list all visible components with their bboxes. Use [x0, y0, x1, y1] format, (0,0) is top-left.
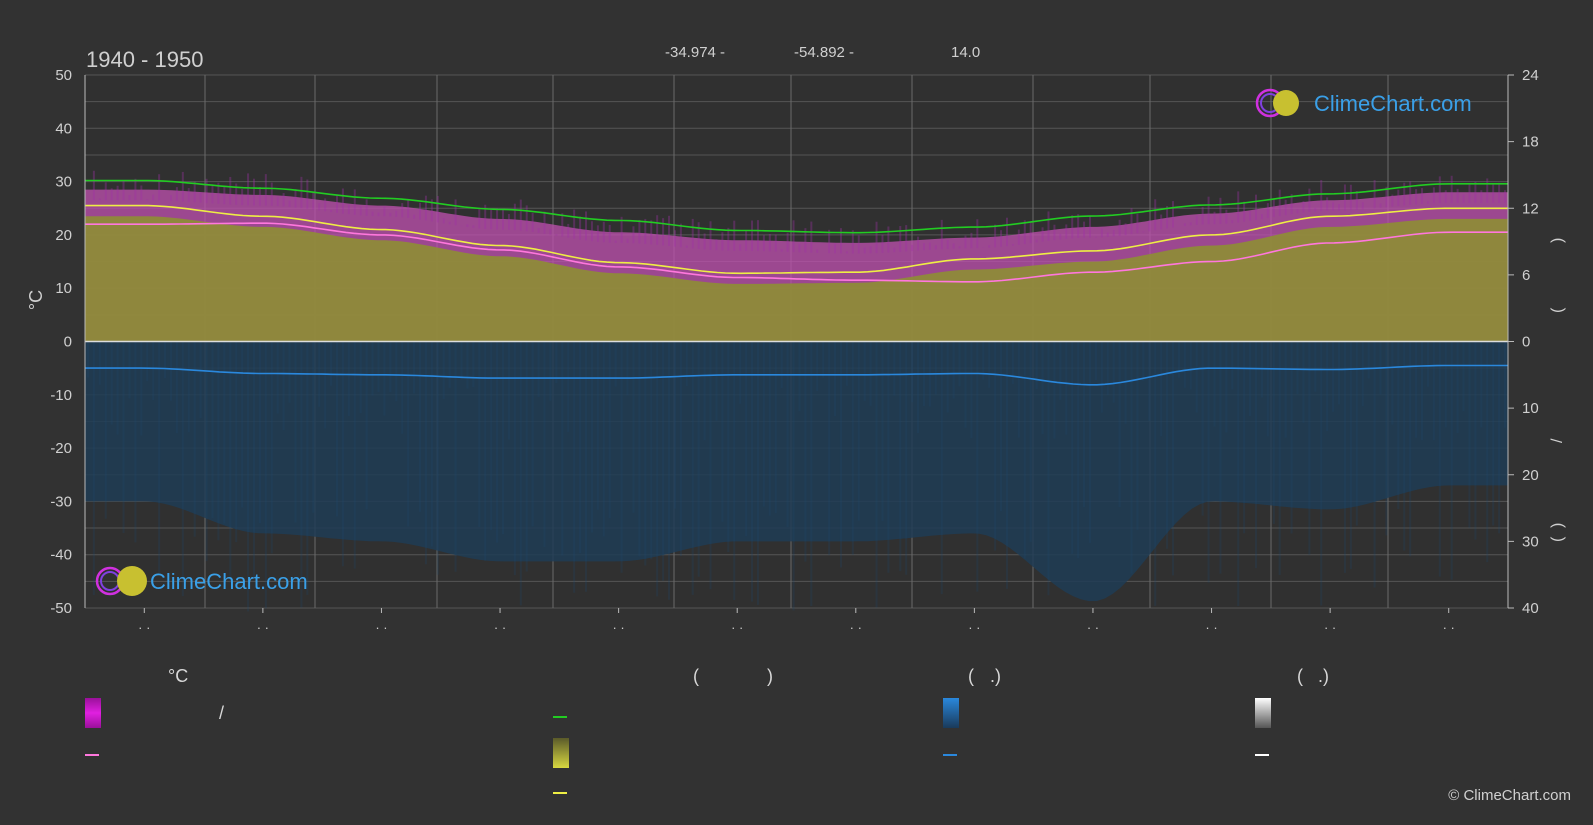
left-axis-label: °C [26, 290, 46, 310]
right-axis-top-tick-label: 18 [1522, 134, 1539, 151]
left-axis-tick-label: -50 [50, 600, 72, 617]
month-tick-label: · · [375, 620, 387, 635]
sunshine-area [85, 216, 1508, 342]
climechart-logo-bottom: ClimeChart.com [95, 566, 308, 596]
coord-longitude: -54.892 - [794, 44, 855, 61]
legend-header-rain-open: ( [968, 666, 974, 686]
legend-daylight-line [553, 716, 567, 718]
month-tick-label: · · [731, 620, 743, 635]
month-tick-label: · · [1205, 620, 1217, 635]
month-tick-label: · · [1087, 620, 1099, 635]
month-tick-label: · · [1324, 620, 1336, 635]
legend-rain-swatch [943, 698, 959, 728]
legend-header-temperature: °C [168, 666, 189, 686]
daylight-line [85, 179, 1508, 234]
chart-axes: 50 40 30 20 10 0 -10 -20 -30 -40 -50 °C 24 18 12 6 0 10 20… [26, 67, 1566, 635]
right-axis-bottom-tick-label: 10 [1522, 400, 1539, 417]
right-axis-top-tick-label: 0 [1522, 334, 1530, 351]
left-axis-tick-label: 40 [55, 120, 72, 137]
left-axis-tick-label: -40 [50, 547, 72, 564]
legend-header-sun-open: ( [693, 666, 699, 686]
legend-snow-line [1255, 754, 1269, 756]
month-tick-label: · · [257, 620, 269, 635]
month-tick-label: · · [138, 620, 150, 635]
month-tick-label: · · [1443, 620, 1455, 635]
legend-header-rain-close: .) [990, 666, 1001, 686]
mean-temperature-line [85, 222, 1508, 283]
month-tick-label: · · [850, 620, 862, 635]
logo-sun-icon [1273, 90, 1299, 116]
brand-text-top: ClimeChart.com [1314, 91, 1472, 116]
left-axis-tick-label: -10 [50, 387, 72, 404]
page-title: 1940 - 1950 [86, 47, 204, 72]
left-axis-tick-label: 50 [55, 67, 72, 84]
right-axis-label-glyph: ( [1549, 307, 1566, 313]
right-axis-label-glyph: / [1549, 438, 1566, 443]
chart-series [85, 179, 1508, 386]
legend-header-snow-close: .) [1318, 666, 1329, 686]
precipitation-area [85, 341, 1508, 602]
legend-sunshine-swatch [553, 738, 569, 768]
right-axis-label-glyph: ( [1549, 536, 1566, 542]
brand-text-bottom: ClimeChart.com [150, 569, 308, 594]
right-axis-bottom-tick-label: 20 [1522, 467, 1539, 484]
right-axis-label-glyph: ) [1549, 523, 1566, 528]
sunshine-line [85, 204, 1508, 275]
logo-sun-icon [117, 566, 147, 596]
right-axis-top-tick-label: 6 [1522, 267, 1530, 284]
right-axis-top-tick-label: 24 [1522, 67, 1539, 84]
coord-elevation: 14.0 [951, 44, 981, 61]
right-axis-label-glyph: ) [1549, 238, 1566, 243]
legend-rain-line [943, 754, 957, 756]
legend-temp-mean-line [85, 754, 99, 756]
left-axis-tick-label: -30 [50, 493, 72, 510]
month-tick-label: · · [612, 620, 624, 635]
legend-temp-range-slash: / [219, 703, 225, 723]
legend-header-snow-open: ( [1297, 666, 1303, 686]
precipitation-line [85, 364, 1508, 386]
legend-snow-swatch [1255, 698, 1271, 728]
left-axis-tick-label: -20 [50, 440, 72, 457]
chart-bars [85, 170, 1508, 612]
left-axis-tick-label: 0 [64, 334, 72, 351]
legend-header-sun-close: ) [767, 666, 773, 686]
month-tick-label: · · [494, 620, 506, 635]
right-axis-bottom-tick-label: 40 [1522, 600, 1539, 617]
climechart-logo-top: ClimeChart.com [1255, 88, 1472, 118]
left-axis-tick-label: 30 [55, 174, 72, 191]
left-axis-tick-label: 10 [55, 280, 72, 297]
month-tick-label: · · [968, 620, 980, 635]
left-axis-tick-label: 20 [55, 227, 72, 244]
right-axis-bottom-tick-label: 30 [1522, 533, 1539, 550]
right-axis-top-tick-label: 12 [1522, 200, 1539, 217]
coord-latitude: -34.974 - [665, 44, 726, 61]
legend-sunshine-line [553, 792, 567, 794]
legend-temp-range-swatch [85, 698, 101, 728]
copyright-text: © ClimeChart.com [1448, 787, 1571, 804]
